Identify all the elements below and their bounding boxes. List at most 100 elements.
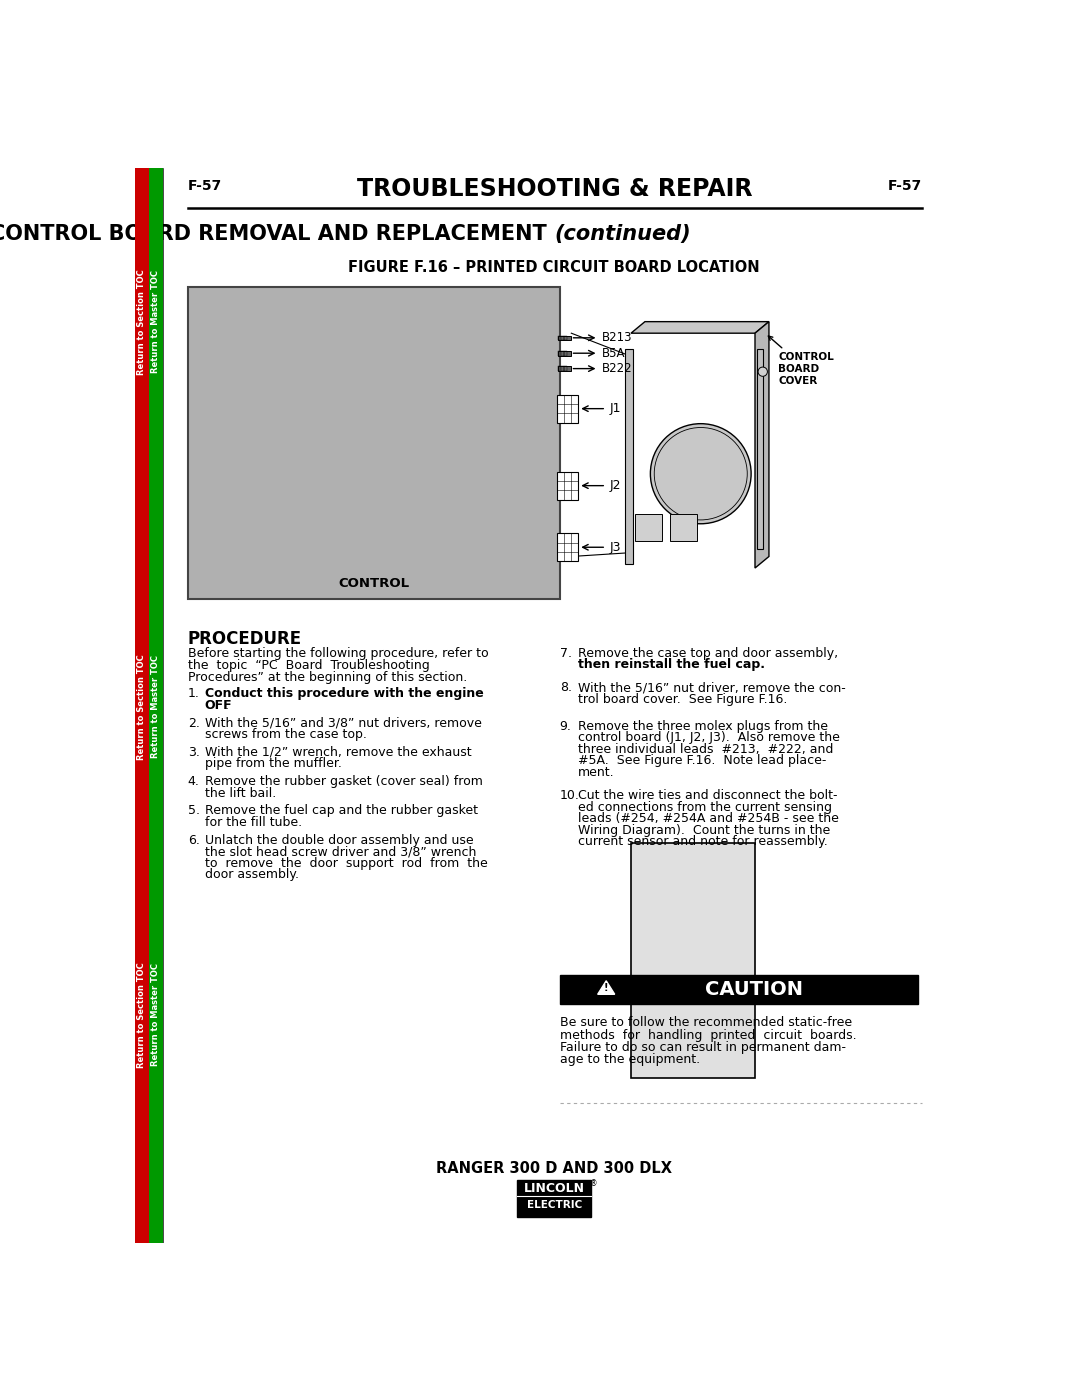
Text: Before starting the following procedure, refer to: Before starting the following procedure,… (188, 647, 488, 659)
Bar (558, 366, 570, 372)
Bar (559, 975, 918, 1004)
Text: J1: J1 (610, 402, 622, 415)
Text: then reinstall the fuel cap.: then reinstall the fuel cap. (578, 658, 766, 671)
Text: J3: J3 (610, 541, 622, 553)
Text: 9.: 9. (559, 719, 571, 733)
Text: 5.: 5. (188, 805, 200, 817)
Bar (149, 168, 163, 1243)
Bar (757, 349, 762, 549)
Text: F-57: F-57 (188, 179, 222, 193)
Polygon shape (631, 321, 769, 334)
Text: Return to Section TOC: Return to Section TOC (137, 268, 147, 374)
Text: Unlatch the double door assembly and use: Unlatch the double door assembly and use (205, 834, 473, 847)
Bar (556, 395, 578, 422)
Text: for the fill tube.: for the fill tube. (205, 816, 302, 828)
Bar (558, 366, 561, 372)
Text: age to the equipment.: age to the equipment. (559, 1053, 700, 1066)
Text: the  topic  “PC  Board  Troubleshooting: the topic “PC Board Troubleshooting (188, 659, 430, 672)
Text: ed connections from the current sensing: ed connections from the current sensing (578, 800, 833, 813)
Bar (558, 351, 570, 355)
Text: Be sure to follow the recommended static-free: Be sure to follow the recommended static… (559, 1016, 852, 1030)
Bar (562, 351, 564, 355)
Text: 10.: 10. (559, 789, 580, 802)
Text: Return to Master TOC: Return to Master TOC (151, 963, 161, 1066)
Circle shape (650, 423, 751, 524)
Text: Remove the three molex plugs from the: Remove the three molex plugs from the (578, 719, 828, 733)
Text: ment.: ment. (578, 766, 615, 780)
Bar (565, 366, 567, 372)
Text: OFF: OFF (205, 698, 232, 712)
Text: Remove the case top and door assembly,: Remove the case top and door assembly, (578, 647, 838, 659)
Bar (135, 168, 149, 1243)
Text: TROUBLESHOOTING & REPAIR: TROUBLESHOOTING & REPAIR (356, 177, 752, 201)
Text: CONTROL BOARD REMOVAL AND REPLACEMENT: CONTROL BOARD REMOVAL AND REPLACEMENT (0, 224, 554, 244)
Text: With the 1/2” wrench, remove the exhaust: With the 1/2” wrench, remove the exhaust (205, 746, 471, 759)
Text: door assembly.: door assembly. (205, 869, 299, 882)
Polygon shape (631, 842, 755, 1077)
Text: F-57: F-57 (888, 179, 921, 193)
Text: three individual leads  #213,  #222, and: three individual leads #213, #222, and (578, 743, 834, 756)
Text: the slot head screw driver and 3/8” wrench: the slot head screw driver and 3/8” wren… (205, 845, 476, 858)
Text: 8.: 8. (559, 682, 571, 694)
Text: CONTROL
BOARD
COVER: CONTROL BOARD COVER (768, 337, 834, 386)
Text: RANGER 300 D AND 300 DLX: RANGER 300 D AND 300 DLX (436, 1161, 672, 1176)
Bar (670, 514, 697, 541)
Text: !: ! (604, 983, 608, 993)
Bar (188, 286, 559, 599)
Text: Return to Section TOC: Return to Section TOC (137, 654, 147, 760)
Bar (556, 472, 578, 500)
Circle shape (758, 367, 768, 376)
Text: control board (J1, J2, J3).  Also remove the: control board (J1, J2, J3). Also remove … (578, 731, 840, 745)
Text: 7.: 7. (559, 647, 571, 659)
Text: CONTROL: CONTROL (338, 577, 409, 590)
Text: Remove the rubber gasket (cover seal) from: Remove the rubber gasket (cover seal) fr… (205, 775, 483, 788)
Text: Remove the fuel cap and the rubber gasket: Remove the fuel cap and the rubber gaske… (205, 805, 477, 817)
Text: methods  for  handling  printed  circuit  boards.: methods for handling printed circuit boa… (559, 1028, 856, 1042)
Text: CAUTION: CAUTION (705, 979, 804, 999)
Text: current sensor and note for reassembly.: current sensor and note for reassembly. (578, 835, 828, 848)
Text: 4.: 4. (188, 775, 200, 788)
Text: 1.: 1. (188, 687, 200, 700)
Bar (556, 534, 578, 562)
Polygon shape (755, 321, 769, 569)
Text: Return to Section TOC: Return to Section TOC (137, 961, 147, 1067)
Text: Procedures” at the beginning of this section.: Procedures” at the beginning of this sec… (188, 671, 467, 685)
Text: leads (#254, #254A and #254B - see the: leads (#254, #254A and #254B - see the (578, 812, 839, 826)
Bar (558, 335, 561, 339)
Bar (558, 335, 570, 339)
Text: Cut the wire ties and disconnect the bolt-: Cut the wire ties and disconnect the bol… (578, 789, 838, 802)
Bar (565, 351, 567, 355)
Bar (565, 335, 567, 339)
Text: #5A.  See Figure F.16.  Note lead place-: #5A. See Figure F.16. Note lead place- (578, 754, 826, 767)
Bar (517, 1180, 591, 1217)
Bar (562, 366, 564, 372)
Text: LINCOLN: LINCOLN (524, 1182, 584, 1194)
Text: J2: J2 (610, 479, 622, 492)
Text: Conduct this procedure with the engine: Conduct this procedure with the engine (205, 687, 484, 700)
Text: 2.: 2. (188, 717, 200, 729)
Text: B5A: B5A (603, 346, 625, 359)
Bar (562, 335, 564, 339)
Text: 6.: 6. (188, 834, 200, 847)
Text: ELECTRIC: ELECTRIC (527, 1200, 582, 1210)
Bar (635, 514, 662, 541)
Text: trol board cover.  See Figure F.16.: trol board cover. See Figure F.16. (578, 693, 787, 705)
Text: Return to Master TOC: Return to Master TOC (151, 270, 161, 373)
Text: (continued): (continued) (554, 224, 691, 244)
Text: FIGURE F.16 – PRINTED CIRCUIT BOARD LOCATION: FIGURE F.16 – PRINTED CIRCUIT BOARD LOCA… (349, 260, 760, 275)
Text: .: . (225, 698, 228, 712)
Text: With the 5/16” nut driver, remove the con-: With the 5/16” nut driver, remove the co… (578, 682, 846, 694)
Text: Wiring Diagram).  Count the turns in the: Wiring Diagram). Count the turns in the (578, 824, 831, 837)
Text: the lift bail.: the lift bail. (205, 787, 276, 799)
Bar (625, 349, 633, 564)
Bar (558, 351, 561, 355)
Text: ®: ® (590, 1179, 597, 1189)
Text: PROCEDURE: PROCEDURE (188, 630, 301, 648)
Text: 3.: 3. (188, 746, 200, 759)
Text: pipe from the muffler.: pipe from the muffler. (205, 757, 341, 771)
Text: B213: B213 (603, 331, 633, 344)
Text: to  remove  the  door  support  rod  from  the: to remove the door support rod from the (205, 856, 487, 870)
Polygon shape (597, 981, 615, 995)
Text: With the 5/16” and 3/8” nut drivers, remove: With the 5/16” and 3/8” nut drivers, rem… (205, 717, 482, 729)
Text: Failure to do so can result in permanent dam-: Failure to do so can result in permanent… (559, 1041, 846, 1053)
